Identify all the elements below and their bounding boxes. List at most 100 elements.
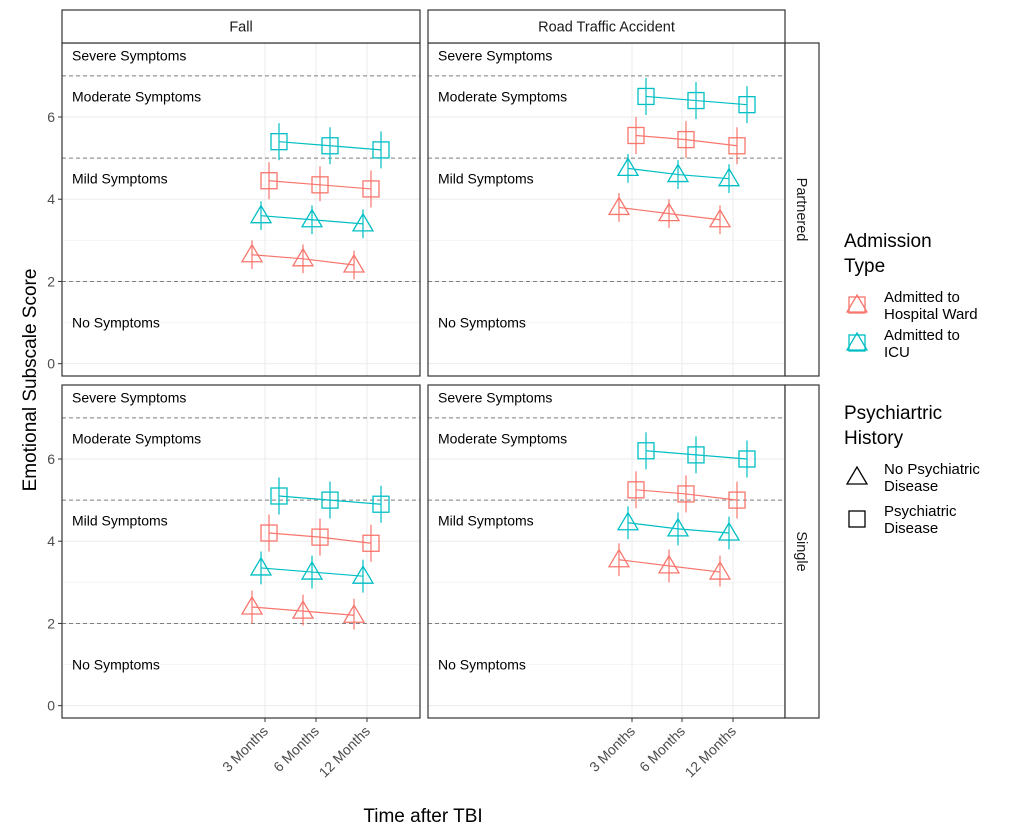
legend-title: Admission <box>844 231 932 252</box>
panel-background <box>62 385 420 718</box>
data-point <box>677 485 695 503</box>
column-strip-label: Road Traffic Accident <box>538 20 675 36</box>
data-point <box>270 487 288 505</box>
data-point <box>240 243 264 263</box>
panel-series <box>240 477 390 630</box>
data-point <box>311 528 329 546</box>
data-point <box>372 495 390 513</box>
panel: Severe Symptoms Moderate Symptoms Mild Sym… <box>62 385 420 718</box>
x-axis-title: Time after TBI <box>363 806 482 827</box>
legend-key-square <box>848 510 866 528</box>
row-strip <box>784 42 820 377</box>
zone-label: No Symptoms <box>438 657 526 673</box>
y-tick-label: 0 <box>47 698 55 714</box>
row-strip-label: Single <box>793 531 809 571</box>
legend-label: Admitted to <box>884 327 960 344</box>
column-strip-label: Fall <box>229 20 252 36</box>
legend-key-triangle <box>845 331 869 351</box>
panel: Severe Symptoms Moderate Symptoms Mild Sym… <box>62 43 420 376</box>
data-point <box>616 157 640 177</box>
legend-label: Disease <box>884 520 938 537</box>
data-point <box>627 481 645 499</box>
panel-series <box>240 123 390 280</box>
zone-label: Mild Symptoms <box>438 171 534 187</box>
data-point <box>291 599 315 619</box>
data-point <box>666 163 690 183</box>
panel-background <box>428 43 785 376</box>
data-point <box>362 534 380 552</box>
legend-label: No Psychiatric <box>884 461 980 478</box>
facet-strips: Fall Road Traffic Accident Partnered Single <box>61 9 820 719</box>
legend-key-square <box>848 334 866 352</box>
data-point <box>249 204 273 224</box>
zone-label: Mild Symptoms <box>438 513 534 529</box>
data-point <box>260 524 278 542</box>
data-point <box>362 180 380 198</box>
zone-label: Severe Symptoms <box>72 47 186 63</box>
legend-key-square <box>848 296 866 314</box>
zone-label: Severe Symptoms <box>438 47 552 63</box>
y-tick-label: 0 <box>47 356 55 372</box>
data-point <box>270 133 288 151</box>
legend-label: Psychiatric <box>884 503 957 520</box>
y-tick-label: 2 <box>47 615 55 631</box>
data-point <box>607 548 631 568</box>
legend-title: Psychiartric <box>844 403 942 424</box>
data-point <box>607 196 631 216</box>
data-point <box>240 595 264 615</box>
zone-label: Severe Symptoms <box>72 389 186 405</box>
panel-series <box>607 77 756 235</box>
y-axis-title: Emotional Subscale Score <box>20 269 41 492</box>
y-tick-label: 6 <box>47 109 55 125</box>
data-point <box>351 212 375 232</box>
data-point <box>708 560 732 580</box>
legend-label: ICU <box>884 344 910 361</box>
panel-background <box>62 43 420 376</box>
legend-label: Admitted to <box>884 289 960 306</box>
data-point <box>717 167 741 187</box>
data-point <box>687 446 705 464</box>
data-point <box>738 96 756 114</box>
data-point <box>291 247 315 267</box>
zone-label: Moderate Symptoms <box>72 88 201 104</box>
data-point <box>616 511 640 531</box>
y-tick-label: 4 <box>47 533 55 549</box>
zone-label: Moderate Symptoms <box>438 430 567 446</box>
data-point <box>728 137 746 155</box>
zone-label: Moderate Symptoms <box>72 430 201 446</box>
data-point <box>717 521 741 541</box>
legend-title: History <box>844 428 904 449</box>
zone-label: No Symptoms <box>72 657 160 673</box>
legend-label: Disease <box>884 478 938 495</box>
data-point <box>300 208 324 228</box>
zone-label: No Symptoms <box>438 315 526 331</box>
y-tick-label: 2 <box>47 273 55 289</box>
data-point <box>738 450 756 468</box>
column-strip <box>61 9 421 44</box>
data-point <box>300 560 324 580</box>
panel-series <box>607 432 756 587</box>
y-tick-label: 6 <box>47 451 55 467</box>
data-point <box>627 126 645 145</box>
data-point <box>321 137 339 155</box>
data-point <box>260 172 278 190</box>
legend-title: Type <box>844 256 885 277</box>
panel-background <box>428 385 785 718</box>
data-point <box>249 556 273 576</box>
data-point <box>666 517 690 537</box>
data-point <box>311 176 329 194</box>
zone-label: Moderate Symptoms <box>438 88 567 104</box>
panel: Severe Symptoms Moderate Symptoms Mild Sym… <box>428 43 785 376</box>
panel: Severe Symptoms Moderate Symptoms Mild Sym… <box>428 385 785 718</box>
data-point <box>637 442 655 460</box>
zone-label: Severe Symptoms <box>438 389 552 405</box>
data-point <box>657 202 681 222</box>
data-point <box>342 253 366 273</box>
data-point <box>677 130 695 149</box>
data-point <box>687 91 705 110</box>
legend-label: Hospital Ward <box>884 306 978 323</box>
legend-key-triangle <box>845 465 869 485</box>
y-tick-label: 4 <box>47 191 55 207</box>
